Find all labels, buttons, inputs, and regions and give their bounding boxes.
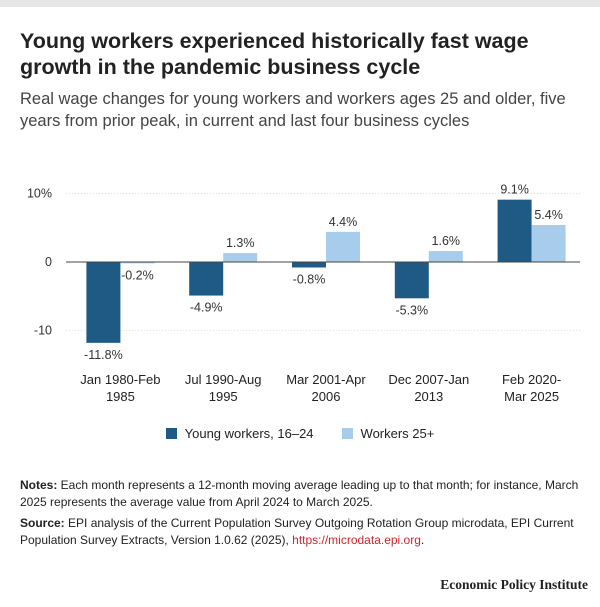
bar-young <box>189 262 224 296</box>
bar-older <box>326 231 360 262</box>
x-category-label-line: 1985 <box>106 389 135 404</box>
source-link[interactable]: https://microdata.epi.org <box>292 533 421 547</box>
legend-item-older: Workers 25+ <box>341 426 435 441</box>
legend-label-older: Workers 25+ <box>360 426 435 441</box>
x-category-label-line: Jul 1990-Aug <box>185 372 262 387</box>
chart-title: Young workers experienced historically f… <box>20 29 529 79</box>
x-category-label: Jan 1980-Feb 1985 <box>80 372 160 404</box>
source-label: Source: <box>20 516 65 530</box>
data-label-older: 1.6% <box>432 234 461 248</box>
legend-item-young: Young workers, 16–24 <box>165 426 314 441</box>
data-label-older: 1.3% <box>226 236 255 250</box>
bar-young <box>292 262 326 268</box>
x-category-label: Feb 2020- Mar 2025 <box>502 372 561 404</box>
legend: Young workers, 16–24 Workers 25+ <box>0 426 600 441</box>
y-tick-label: 10% <box>27 187 52 201</box>
y-tick-label: -10 <box>34 324 52 338</box>
bar-older <box>428 251 463 262</box>
bar-older <box>223 253 258 262</box>
data-label-young: -11.8% <box>84 348 123 362</box>
bar-young <box>497 199 532 262</box>
data-label-older: 5.4% <box>534 208 563 222</box>
x-category-label: Mar 2001-Apr 2006 <box>286 372 366 404</box>
bar-older <box>531 225 566 262</box>
data-label-young: -0.8% <box>293 272 326 286</box>
x-category-label-line: Mar 2025 <box>504 389 559 404</box>
source: Source: EPI analysis of the Current Popu… <box>20 515 590 549</box>
y-tick-label: 0 <box>45 255 52 269</box>
x-category-label-line: Dec 2007-Jan <box>388 372 469 387</box>
legend-swatch-young <box>165 428 177 439</box>
notes-label: Notes: <box>20 478 58 492</box>
legend-swatch-older <box>341 428 353 439</box>
x-category-label-line: 2013 <box>414 389 443 404</box>
source-text: EPI analysis of the Current Population S… <box>20 516 574 547</box>
data-label-young: 9.1% <box>500 183 529 197</box>
x-category-label-line: Feb 2020- <box>502 372 561 387</box>
x-category-label-line: 1995 <box>209 389 238 404</box>
chart-subtitle: Real wage changes for young workers and … <box>20 90 566 130</box>
x-category-label-line: Jan 1980-Feb <box>80 372 160 387</box>
brand-logo-text: Economic Policy Institute <box>440 577 588 592</box>
data-label-older: -0.2% <box>121 268 154 282</box>
data-label-young: -5.3% <box>395 303 428 317</box>
legend-label-young: Young workers, 16–24 <box>184 426 314 441</box>
top-bar <box>0 0 600 7</box>
source-end: . <box>420 533 425 547</box>
bar-chart: 10% 0 -10 -11.8% -0.2% Jan 1980-Feb 1985 -4.9% 1… <box>27 183 580 404</box>
data-label-older: 4.4% <box>329 215 358 229</box>
x-category-label: Dec 2007-Jan 2013 <box>388 372 469 404</box>
notes: Notes: Each month represents a 12-month … <box>20 477 585 511</box>
x-category-label-line: Mar 2001-Apr <box>286 372 366 387</box>
bar-older <box>120 262 155 264</box>
data-label-young: -4.9% <box>190 301 223 315</box>
x-category-label: Jul 1990-Aug 1995 <box>185 372 262 404</box>
bar-young <box>86 262 121 343</box>
bar-young <box>394 262 429 299</box>
x-category-label-line: 2006 <box>312 389 341 404</box>
notes-text: Each month represents a 12-month moving … <box>20 478 579 509</box>
